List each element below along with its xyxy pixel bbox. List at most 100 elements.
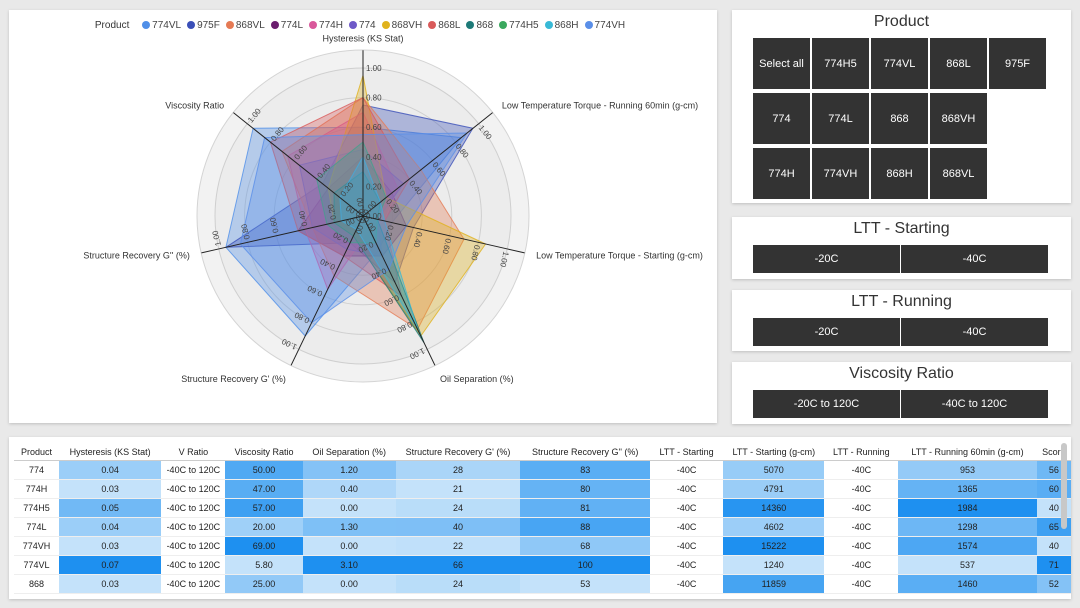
table-cell: 0.40 [302,479,396,499]
column-header[interactable]: Viscosity Ratio [225,443,303,461]
viscosity-ratio-slicer-title: Viscosity Ratio [849,365,954,382]
legend-label: 774VL [152,20,182,31]
table-cell: 11859 [723,574,825,594]
slicer-tile[interactable]: -40C to 120C [901,390,1048,418]
tick-label: 0.20 [366,182,382,191]
slicer-tile[interactable]: -20C [753,318,900,346]
legend-item[interactable]: 774VL [142,20,181,31]
legend-item[interactable]: 868VH [381,20,423,31]
legend-marker [544,21,553,29]
tick-label: 1.00 [498,251,510,269]
table-row[interactable]: 774H 0.03 -40C to 120C 47.00 0.40 21 80 -40C 479… [14,479,1071,499]
series-area-868VL[interactable] [281,97,465,330]
legend-item[interactable]: 868H [544,20,579,31]
table-cell: 47.00 [225,479,303,499]
slicer-tile[interactable]: 774H [753,148,810,199]
column-header[interactable]: Structure Recovery G' (%) [395,443,521,461]
slicer-tile[interactable]: Select all [753,38,810,89]
column-header[interactable]: V Ratio [161,443,226,461]
tick-label: 0.00 [366,212,382,221]
table-row[interactable]: 774VL 0.07 -40C to 120C 5.80 3.10 66 100 -40C 12… [14,555,1071,575]
table-cell: 3.10 [302,555,396,575]
slicer-tile[interactable]: 774 [753,93,810,144]
table-cell: 774L [14,517,60,537]
axis-line-extension [507,248,525,254]
series-area-868[interactable] [333,171,425,344]
table-cell: 0.00 [302,574,396,594]
column-header[interactable]: Oil Separation (%) [302,443,396,461]
axis-line [362,215,508,250]
axis-line-extension [290,349,300,366]
legend-item[interactable]: 774 [348,20,376,31]
table-scrollbar[interactable] [1061,443,1067,529]
series-area-774VH[interactable] [239,132,468,324]
table-cell: 68 [520,536,650,556]
legend-item[interactable]: 868L [428,20,460,31]
table-cell: 53 [520,574,650,594]
table-row[interactable]: 774VH 0.03 -40C to 120C 69.00 0.00 22 68 -40C 15… [14,536,1071,556]
series-area-975F[interactable] [225,104,474,284]
legend-item[interactable]: 975F [187,20,220,31]
table-row[interactable]: 774 0.04 -40C to 120C 50.00 1.20 28 83 -40C 5070… [14,460,1071,480]
legend-item[interactable]: 774H [309,20,343,31]
legend-item[interactable]: 774H5 [499,20,539,31]
column-header[interactable]: LTT - Running [824,443,899,461]
legend-item[interactable]: 868VL [225,20,265,31]
table-cell: 100 [520,555,650,575]
column-header[interactable]: Hysteresis (KS Stat) [59,443,162,461]
table-cell: 14360 [723,498,825,518]
table-cell: 20.00 [225,517,303,537]
slicer-tile[interactable]: 774H5 [812,38,869,89]
slicer-tile[interactable]: 868 [871,93,928,144]
slicer-tile[interactable]: 975F [989,38,1046,89]
viscosity-ratio-slicer: Viscosity Ratio -20C to 120C -40C to 120C [732,362,1071,424]
column-header[interactable]: Structure Recovery G'' (%) [520,443,650,461]
legend-marker [348,21,357,29]
legend-label: 975F [197,20,220,31]
table-cell: 71 [1036,555,1071,575]
slicer-tile[interactable]: 774L [812,93,869,144]
tick-label: 0.60 [440,238,452,256]
slicer-tile[interactable]: -20C [753,245,900,273]
legend-marker [381,21,390,29]
table-cell: -40C to 120C [161,498,226,518]
slicer-tile[interactable]: 868H [871,148,928,199]
slicer-tile[interactable]: -20C to 120C [753,390,900,418]
product-slicer: Product Select all 774H5 774VL 868L 975F 774 7… [732,10,1071,203]
table-cell: 1574 [898,536,1037,556]
legend-item[interactable]: 774L [270,20,303,31]
table-cell: -40C to 120C [161,460,226,480]
column-header[interactable]: LTT - Starting [650,443,724,461]
tick-label: 0.00 [355,196,367,214]
table-cell: 774VL [14,555,60,575]
table-cell: -40C [824,460,899,480]
table-cell: 1298 [898,517,1037,537]
series-area-868H[interactable] [339,156,419,330]
table-row[interactable]: 774H5 0.05 -40C to 120C 57.00 0.00 24 81 -40C 14… [14,498,1071,518]
legend-marker [187,21,196,29]
table-cell: -40C [650,479,724,499]
table-cell: 953 [898,460,1037,480]
column-header[interactable]: LTT - Starting (g-cm) [723,443,825,461]
legend-label: 868VH [391,20,423,31]
column-header[interactable]: LTT - Running 60min (g-cm) [898,443,1037,461]
legend-marker [142,21,151,29]
slicer-tile[interactable]: -40C [901,318,1048,346]
slicer-tile[interactable]: 868L [930,38,987,89]
table-cell: 4602 [723,517,825,537]
legend-label: 774H [319,20,343,31]
table-cell: 0.05 [59,498,162,518]
slicer-tile[interactable]: 868VL [930,148,987,199]
table-row[interactable]: 774L 0.04 -40C to 120C 20.00 1.30 40 88 -40C 460… [14,517,1071,537]
slicer-tile[interactable]: 774VL [871,38,928,89]
legend-item[interactable]: 868 [466,20,493,31]
series-area-774VL[interactable] [225,126,462,337]
product-slicer-title: Product [873,13,930,30]
slicer-tile[interactable]: 774VH [812,148,869,199]
table-row[interactable]: 868 0.03 -40C to 120C 25.00 0.00 24 53 -40C 1185… [14,574,1071,594]
legend-item[interactable]: 774VH [584,20,625,31]
column-header[interactable]: Product [14,443,60,461]
table-cell: 774H [14,479,60,499]
slicer-tile[interactable]: 868VH [930,93,987,144]
slicer-tile[interactable]: -40C [901,245,1048,273]
